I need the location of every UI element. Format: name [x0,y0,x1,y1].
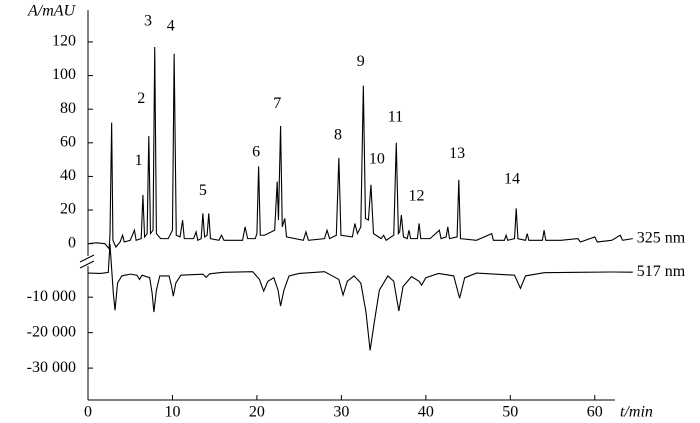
x-tick-label: 50 [502,404,518,421]
x-tick-label: 10 [164,404,180,421]
x-tick-label: 30 [333,404,349,421]
y2-tick-label: -30 000 [27,359,76,376]
y-tick-label: 120 [52,33,76,50]
x-tick-label: 60 [587,404,603,421]
x-tick-label: 40 [418,404,434,421]
y-tick-label: 100 [52,66,76,83]
x-tick-label: 0 [84,404,92,421]
peak-label: 4 [167,17,175,34]
peak-label: 1 [135,152,143,169]
peak-label: 13 [449,145,465,162]
trace [87,243,633,351]
peak-label: 7 [273,95,281,112]
peak-label: 6 [252,144,260,161]
peak-label: 10 [369,150,385,167]
series-label: 325 nm [637,229,686,246]
axis-break-gap [80,256,96,266]
axis-break [79,254,95,263]
peak-label: 8 [334,127,342,144]
peak-label: 12 [409,187,425,204]
series-label: 517 nm [637,263,686,280]
peak-label: 9 [357,53,365,70]
y-tick-label: 80 [60,100,76,117]
y-axis-label: A/mAU [27,3,77,20]
y-tick-label: 40 [60,167,76,184]
peak-label: 3 [144,12,152,29]
x-tick-label: 20 [249,404,265,421]
y-tick-label: 60 [60,133,76,150]
peak-label: 2 [137,90,145,107]
peak-label: 11 [388,108,403,125]
y-tick-label: 20 [60,201,76,218]
y2-tick-label: -20 000 [27,323,76,340]
y2-tick-label: -10 000 [27,288,76,305]
x-axis-label: t/min [620,404,653,421]
peak-label: 5 [199,182,207,199]
axis-break [79,260,95,269]
trace [87,46,633,251]
y-tick-label: 0 [68,234,76,251]
peak-label: 14 [504,170,520,187]
